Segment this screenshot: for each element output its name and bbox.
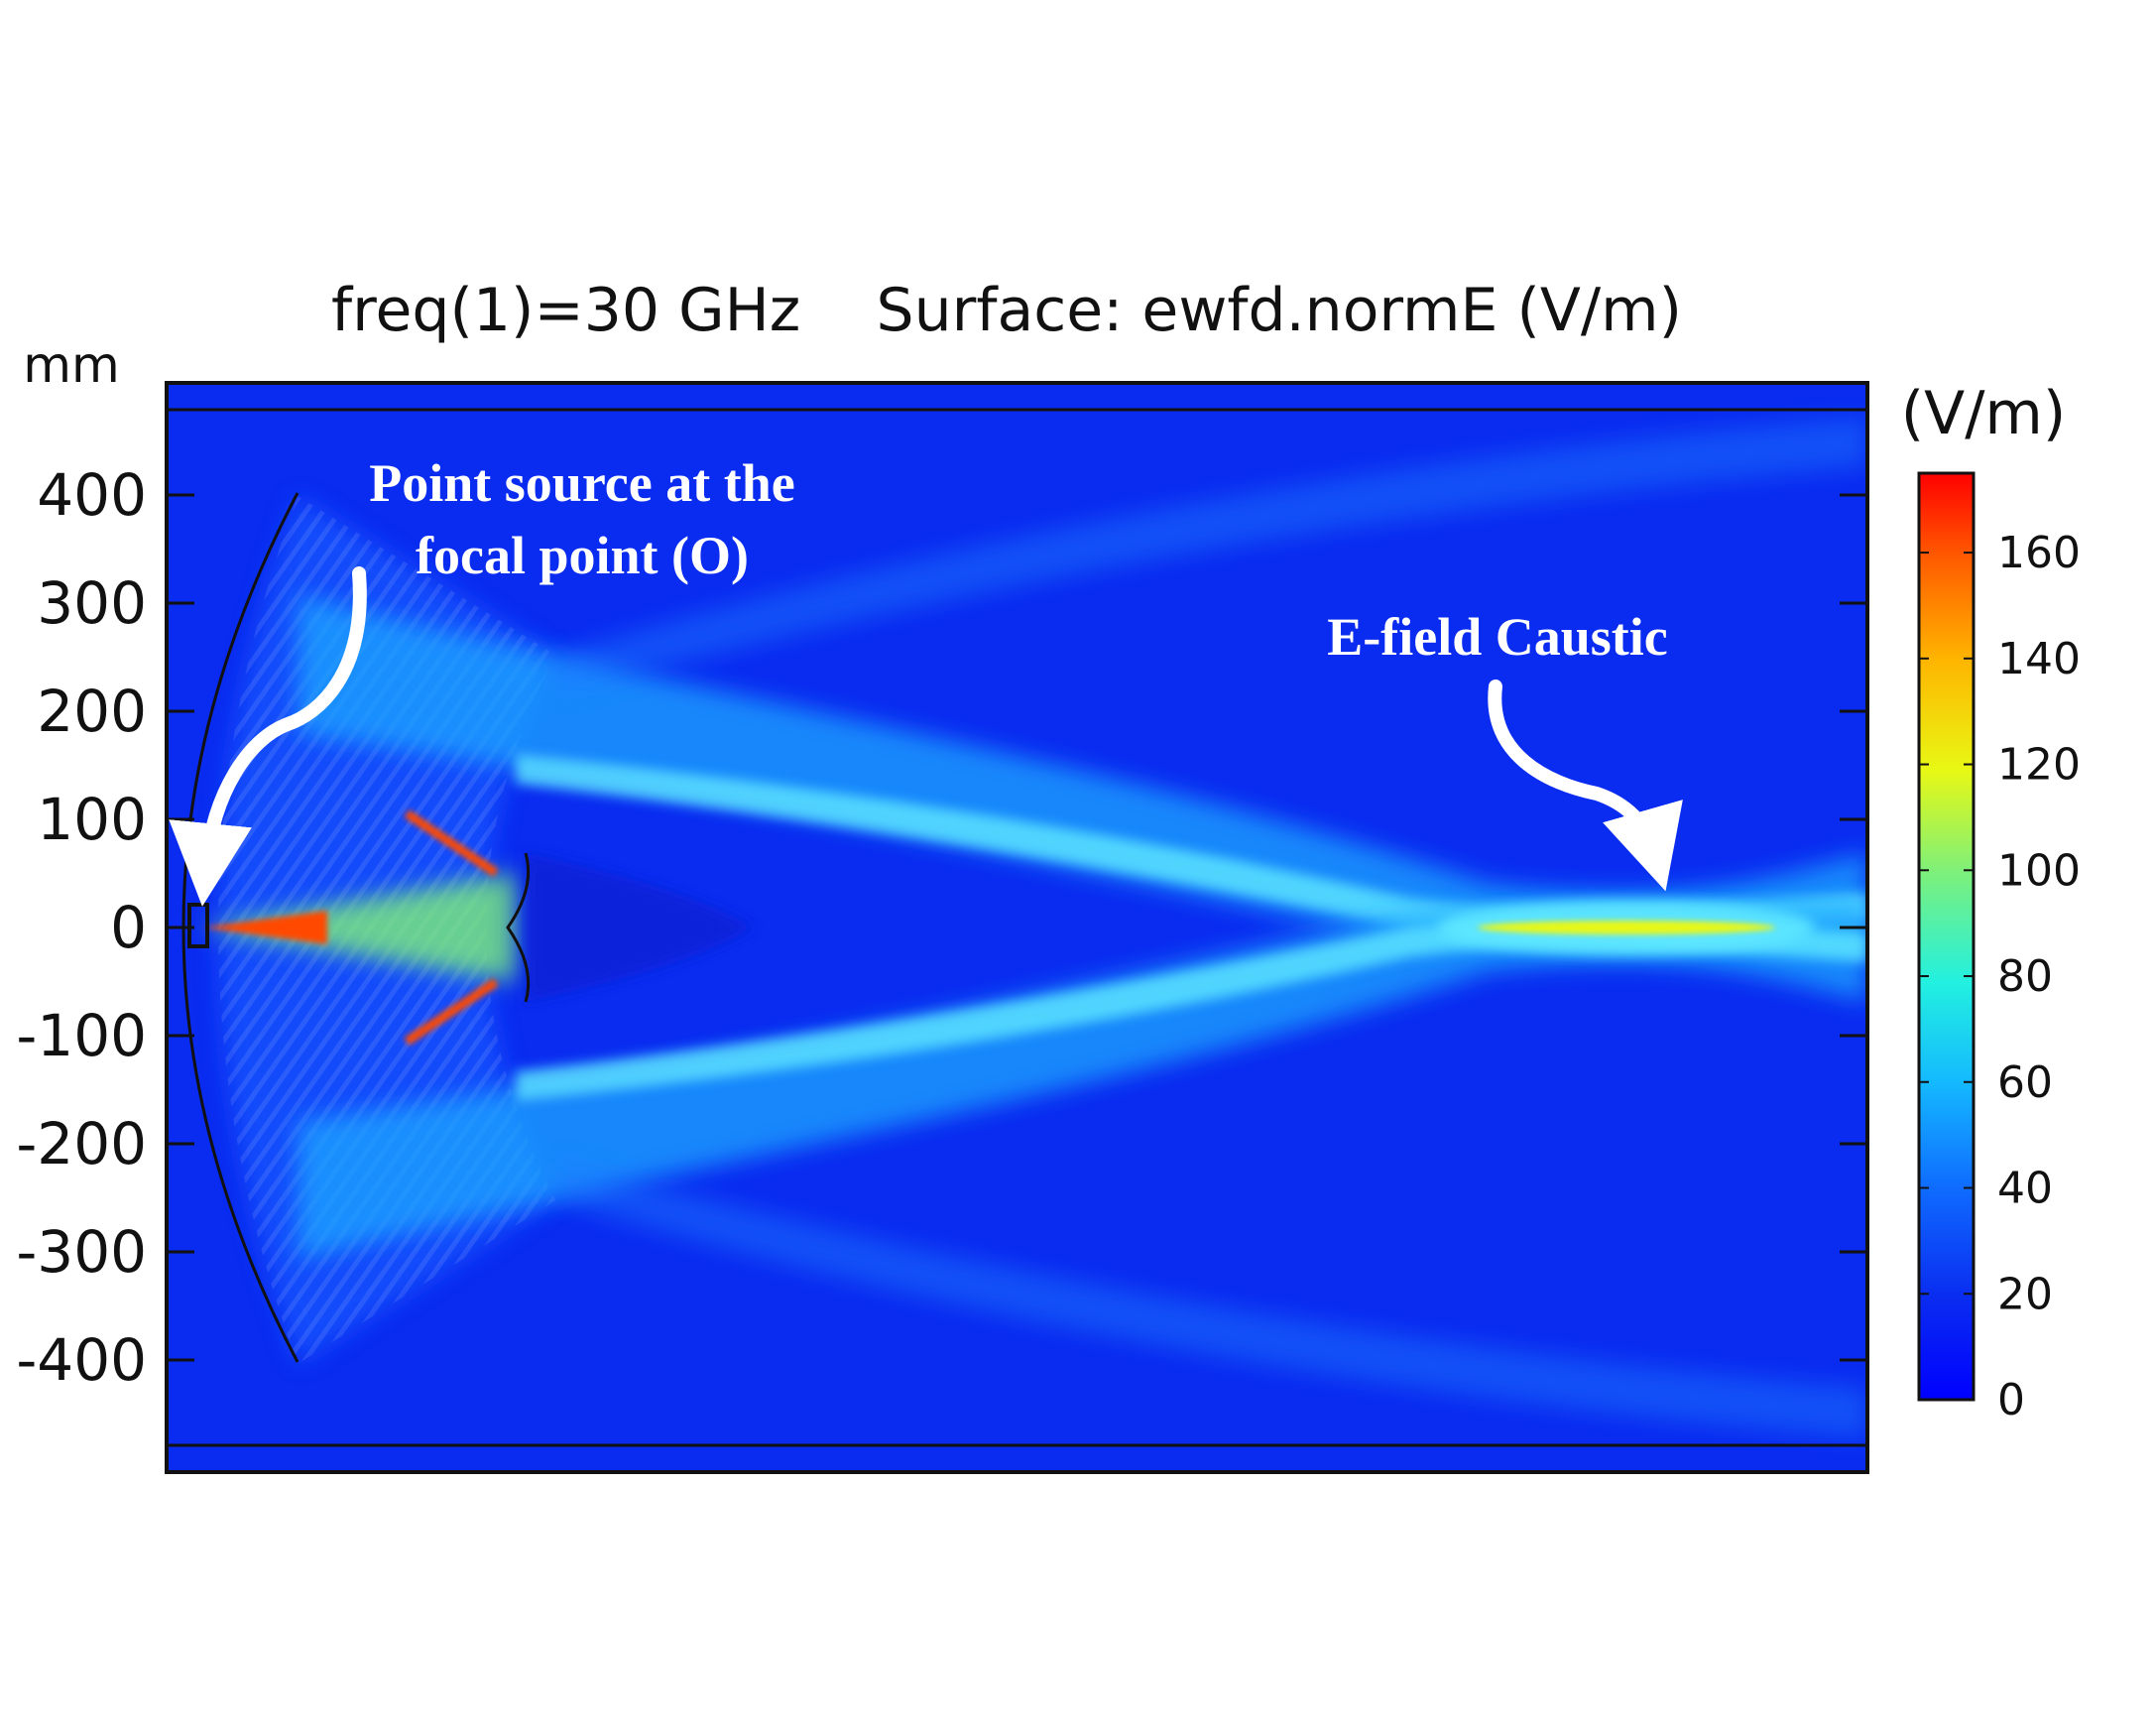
annotation-caustic-line1: E-field Caustic	[1327, 607, 1668, 667]
upper-beam-glow	[298, 595, 1867, 952]
annotation-caustic: E-field Caustic	[1327, 607, 1683, 892]
colorbar-tick-label-5: 100	[1997, 845, 2081, 896]
colorbar-tick-label-2: 40	[1997, 1164, 2053, 1214]
caustic-core	[1478, 921, 1775, 934]
source-beam-core	[203, 911, 327, 944]
annotation-caustic-arrow	[1488, 680, 1683, 892]
lower-beam-core	[516, 922, 1867, 1101]
y-tick-label-4: 0	[110, 894, 147, 961]
colorbar-tick-label-1: 20	[1997, 1269, 2053, 1319]
colorbar-tick-label-7: 140	[1997, 634, 2081, 684]
colorbar-tick-label-0: 0	[1997, 1375, 2025, 1425]
colorbar-ticks: 0 20 40 60 80 100 120 140 160	[1919, 528, 2081, 1425]
source-beam-glow	[198, 873, 516, 982]
subreflector	[506, 852, 531, 1003]
annotation-point-source-arrow	[169, 566, 367, 907]
subreflector-hot-lower	[404, 978, 499, 1046]
y-ticks: 400 300 200 100 0 -100 -200 -300 -400	[16, 461, 1867, 1394]
upper-beam-core	[516, 754, 1867, 933]
y-tick-label-3: 100	[37, 786, 147, 853]
y-axis-label: mm	[23, 336, 119, 394]
y-tick-label-2: 200	[37, 678, 147, 745]
y-tick-label-1: 300	[37, 569, 147, 637]
colorbar-title: (V/m)	[1901, 379, 2067, 448]
subreflector-shadow	[526, 853, 754, 1002]
colorbar-tick-label-3: 60	[1997, 1057, 2053, 1108]
colorbar: (V/m) 0 20 40 60 80 100 120 140 160	[1901, 379, 2081, 1425]
y-tick-label-5: -100	[16, 1002, 147, 1069]
colorbar-tick-label-4: 80	[1997, 951, 2053, 1002]
lower-beam-glow	[298, 903, 1867, 1260]
subreflector-hot-upper	[404, 809, 499, 877]
annotation-point-source-line2: focal point (O)	[416, 526, 749, 585]
y-tick-label-7: -300	[16, 1218, 147, 1286]
y-tick-label-8: -400	[16, 1326, 147, 1394]
annotation-point-source: Point source at the focal point (O)	[169, 453, 795, 907]
y-tick-label-6: -200	[16, 1110, 147, 1177]
outer-ray-upper	[555, 417, 1867, 694]
y-tick-label-0: 400	[37, 461, 147, 529]
colorbar-gradient	[1917, 471, 1976, 1402]
annotation-point-source-line1: Point source at the	[369, 453, 794, 513]
outer-ray-lower	[555, 1161, 1867, 1438]
colorbar-tick-label-8: 160	[1997, 528, 2081, 578]
chart-title: freq(1)=30 GHz Surface: ewfd.normE (V/m)	[331, 276, 1682, 345]
colorbar-tick-label-6: 120	[1997, 740, 2081, 791]
